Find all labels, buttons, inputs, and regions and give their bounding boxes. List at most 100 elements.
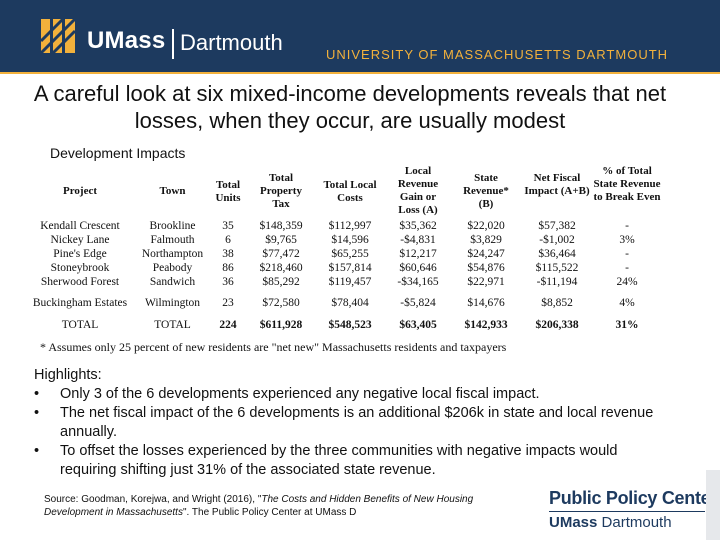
highlight-text: To offset the losses experienced by the … (60, 443, 618, 478)
cell-property-tax: $9,765 (265, 234, 297, 246)
gold-band (0, 72, 720, 74)
cell-town: Sandwich (149, 276, 196, 288)
slide-title: A careful look at six mixed-income devel… (33, 81, 667, 133)
cell-net-fiscal: $115,522 (535, 262, 579, 274)
cell-units: 36 (222, 276, 234, 288)
cell-local-revenue: $12,217 (399, 248, 437, 260)
bullet-dot: • (34, 386, 40, 402)
source-suffix: ". The Public Policy Center at UMass D (182, 507, 357, 518)
cell-pct-state: 4% (619, 297, 635, 309)
header-banner: UMass Dartmouth UNIVERSITY OF MASSACHUSE… (0, 0, 720, 72)
corner-shade (706, 470, 720, 540)
brand-name: UMass (87, 27, 166, 54)
cell-local-revenue: $35,362 (399, 220, 437, 232)
cell-property-tax: $148,359 (259, 220, 303, 232)
cell-pct-state: - (625, 248, 629, 260)
highlight-bullet: • Only 3 of the 6 developments experienc… (34, 385, 674, 404)
highlights: Highlights: • Only 3 of the 6 developmen… (34, 366, 674, 480)
ppc-logo-subtitle: UMass Dartmouth (549, 514, 672, 531)
cell-net-fiscal: -$11,194 (536, 276, 578, 288)
cell-property-tax: $611,928 (259, 319, 303, 331)
cell-project: Buckingham Estates (32, 297, 128, 309)
cell-pct-state: 3% (619, 234, 635, 246)
source-citation: Source: Goodman, Korejwa, and Wright (20… (44, 493, 484, 519)
cell-local-revenue: $60,646 (399, 262, 437, 274)
cell-net-fiscal: $57,382 (538, 220, 576, 232)
section-label: Development Impacts (50, 145, 186, 161)
header-units: Total Units (215, 179, 241, 204)
cell-property-tax: $85,292 (262, 276, 300, 288)
cell-units: 86 (222, 262, 234, 274)
ppc-logo-campus: Dartmouth (601, 514, 672, 531)
cell-local-costs: $65,255 (331, 248, 369, 260)
cell-project: Nickey Lane (50, 234, 110, 246)
cell-state-revenue: $22,971 (467, 276, 505, 288)
cell-project: Stoneybrook (50, 262, 110, 274)
cell-state-revenue: $22,020 (467, 220, 505, 232)
cell-local-costs: $157,814 (328, 262, 372, 274)
cell-project: Pine's Edge (53, 248, 107, 260)
cell-units: 38 (222, 248, 234, 260)
highlight-bullet: • The net fiscal impact of the 6 develop… (34, 404, 674, 442)
ppc-logo-rule (549, 511, 705, 512)
cell-state-revenue: $3,829 (470, 234, 502, 246)
cell-property-tax: $77,472 (262, 248, 300, 260)
highlight-bullet: • To offset the losses experienced by th… (34, 442, 674, 480)
cell-state-revenue: $54,876 (467, 262, 505, 274)
cell-local-costs: $112,997 (328, 220, 372, 232)
cell-state-revenue: $14,676 (467, 297, 505, 309)
cell-local-revenue: -$4,831 (400, 234, 436, 246)
brand-divider (172, 29, 174, 59)
university-name: UNIVERSITY OF MASSACHUSETTS DARTMOUTH (326, 47, 669, 62)
cell-net-fiscal: $36,464 (538, 248, 576, 260)
cell-town: Wilmington (144, 297, 201, 309)
header-pct-state: % of Total State Revenue to Break Even (593, 165, 661, 203)
cell-pct-state: 24% (616, 276, 638, 288)
cell-town: Brookline (149, 220, 196, 232)
cell-units: 35 (222, 220, 234, 232)
ppc-logo-title: Public Policy Center (549, 488, 718, 508)
umass-logo-icon (38, 16, 78, 56)
cell-local-costs: $14,596 (331, 234, 369, 246)
cell-property-tax: $72,580 (262, 297, 300, 309)
cell-project: Kendall Crescent (40, 220, 120, 232)
cell-town: TOTAL (154, 319, 191, 331)
cell-state-revenue: $142,933 (464, 319, 508, 331)
header-local-revenue: Local Revenue Gain or Loss (A) (397, 165, 439, 216)
cell-project: TOTAL (61, 319, 99, 331)
cell-pct-state: - (625, 262, 629, 274)
source-title: The Costs and Hidden Benefits of New Hou… (44, 494, 474, 518)
campus-name: Dartmouth (180, 30, 283, 55)
cell-local-revenue: -$34,165 (397, 276, 439, 288)
header-state-revenue: State Revenue* (B) (463, 172, 509, 210)
header-town: Town (159, 185, 186, 197)
cell-local-costs: $119,457 (328, 276, 372, 288)
cell-pct-state: 31% (615, 319, 639, 331)
cell-town: Northampton (141, 248, 204, 260)
cell-net-fiscal: $8,852 (541, 297, 573, 309)
source-prefix: Source: Goodman, Korejwa, and Wright (20… (44, 494, 262, 505)
cell-local-costs: $548,523 (328, 319, 372, 331)
cell-town: Peabody (152, 262, 193, 274)
bullet-dot: • (34, 443, 40, 459)
cell-units: 23 (222, 297, 234, 309)
highlight-text: The net fiscal impact of the 6 developme… (60, 405, 654, 440)
cell-net-fiscal: $206,338 (535, 319, 579, 331)
cell-project: Sherwood Forest (40, 276, 120, 288)
cell-units: 224 (219, 319, 237, 331)
cell-net-fiscal: -$1,002 (539, 234, 575, 246)
header-local-costs: Total Local Costs (323, 179, 377, 204)
cell-state-revenue: $24,247 (467, 248, 505, 260)
highlight-text: Only 3 of the 6 developments experienced… (60, 386, 540, 402)
cell-property-tax: $218,460 (259, 262, 303, 274)
cell-local-costs: $78,404 (331, 297, 369, 309)
highlights-title: Highlights: (34, 367, 102, 383)
header-project: Project (63, 185, 97, 197)
bullet-dot: • (34, 405, 40, 421)
cell-town: Falmouth (150, 234, 195, 246)
header-property-tax: Total Property Tax (260, 172, 302, 210)
table-footnote: * Assumes only 25 percent of new residen… (40, 340, 507, 354)
ppc-logo-brand: UMass (549, 514, 598, 531)
cell-local-revenue: -$5,824 (400, 297, 436, 309)
cell-units: 6 (225, 234, 231, 246)
